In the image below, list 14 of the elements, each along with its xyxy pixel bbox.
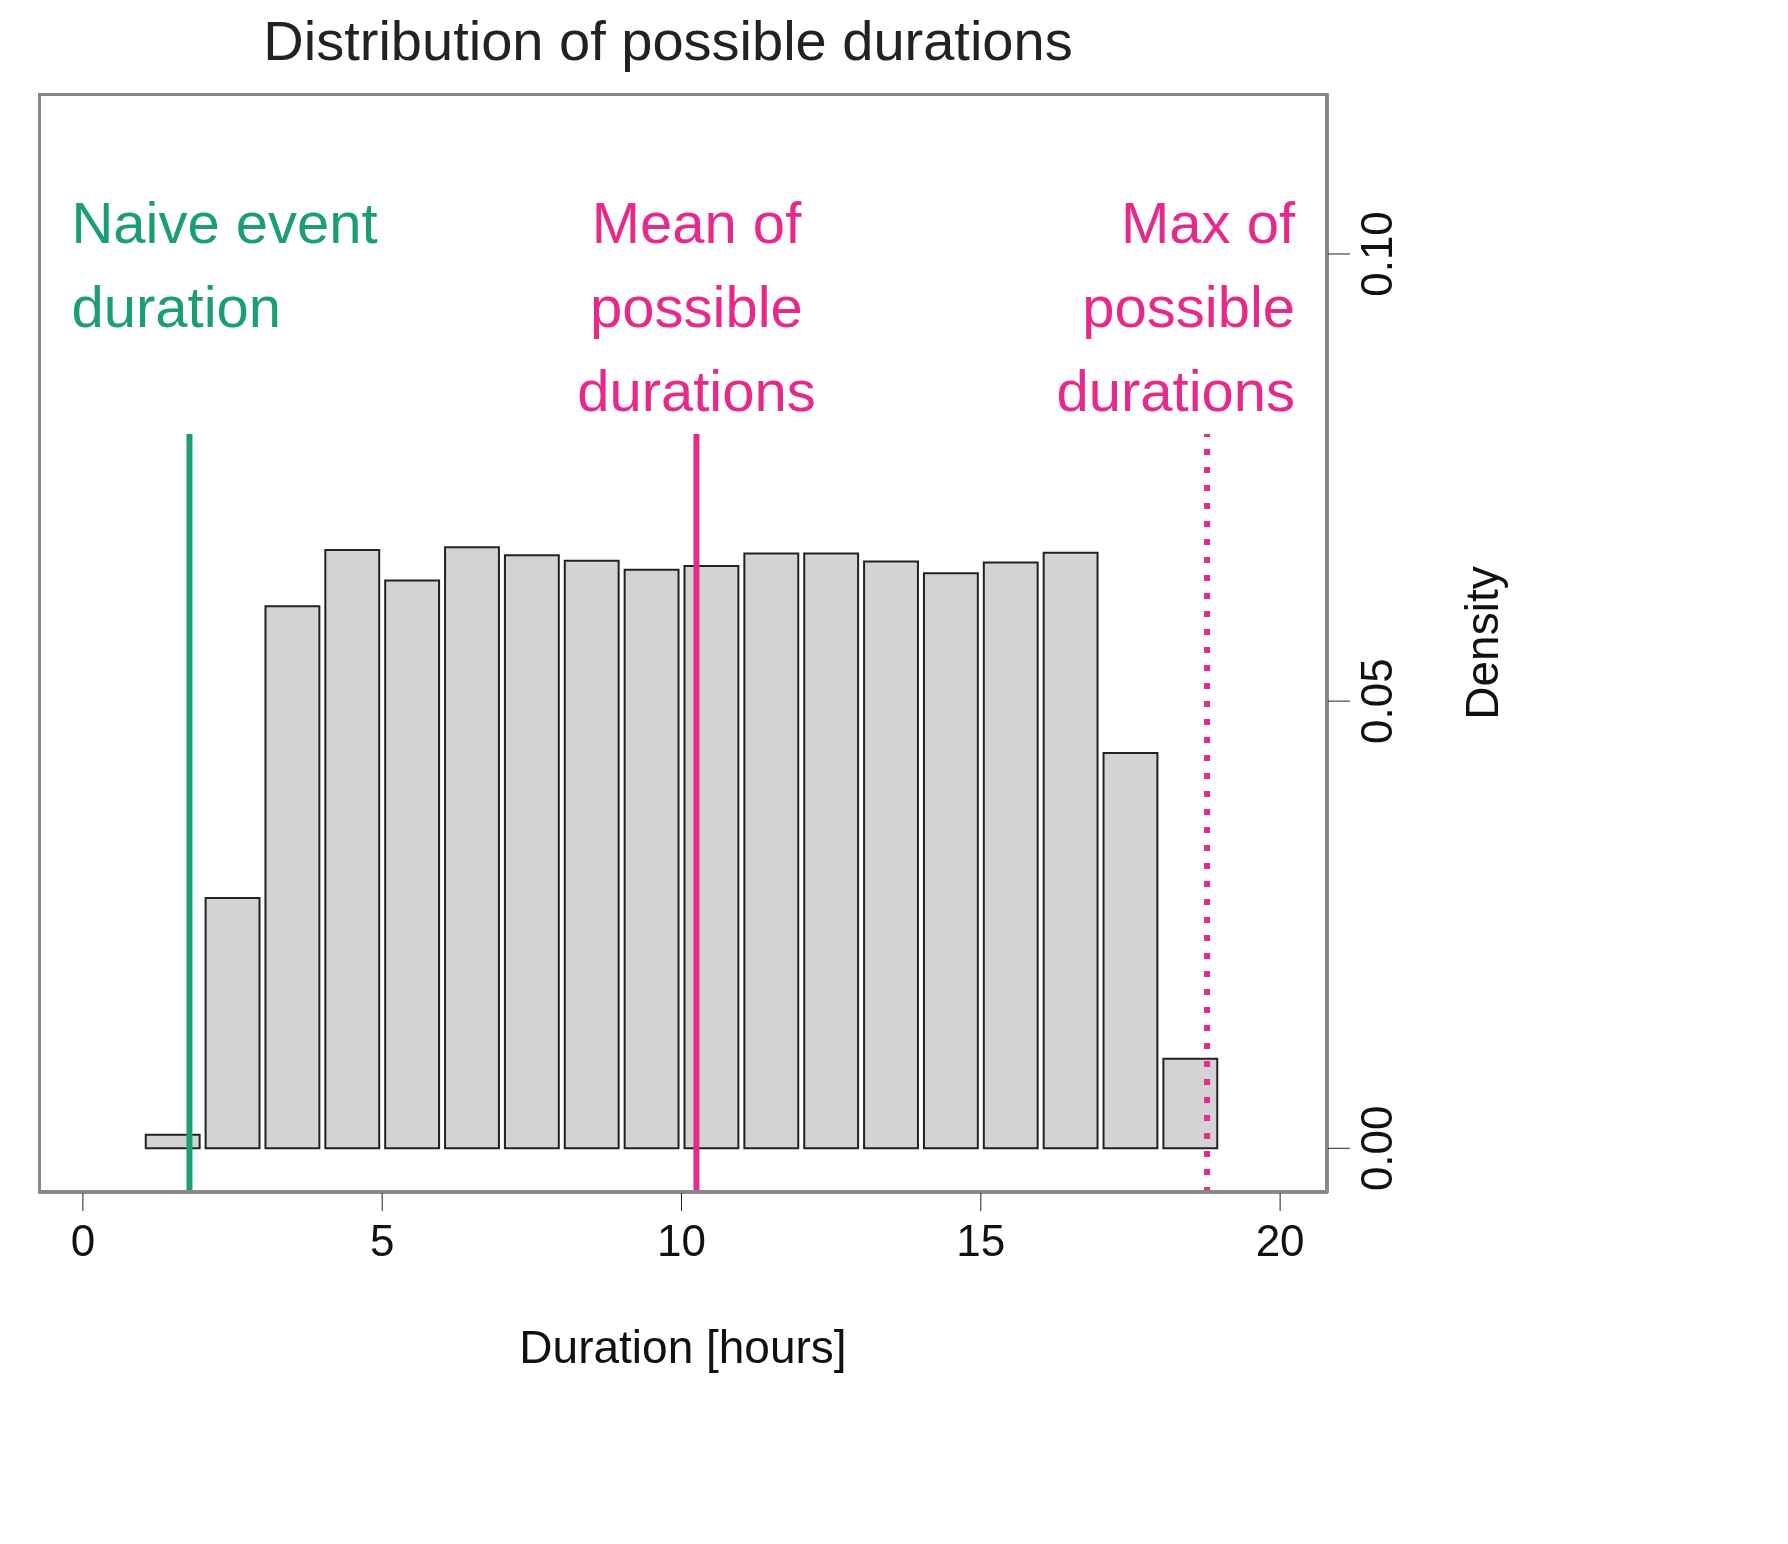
y-tick-label: 0.05	[1352, 658, 1401, 744]
y-tick-label: 0.10	[1352, 211, 1401, 297]
y-tick-label: 0.00	[1352, 1105, 1401, 1192]
x-tick-label: 0	[70, 1216, 96, 1266]
x-tick-label: 5	[369, 1216, 395, 1266]
ref-line-label: Max of possible durations	[1056, 190, 1296, 423]
y-axis-title: Density	[1456, 566, 1508, 720]
ref-line-label: Mean of possible durations	[577, 190, 816, 423]
x-axis-title: Duration [hours]	[519, 1321, 847, 1373]
x-tick-label: 10	[657, 1216, 706, 1266]
ref-line-label: Naive event duration	[71, 190, 378, 339]
x-tick-label: 20	[1255, 1216, 1305, 1266]
chart-title: Distribution of possible durations	[262, 8, 1074, 73]
x-tick-label: 15	[956, 1216, 1006, 1266]
